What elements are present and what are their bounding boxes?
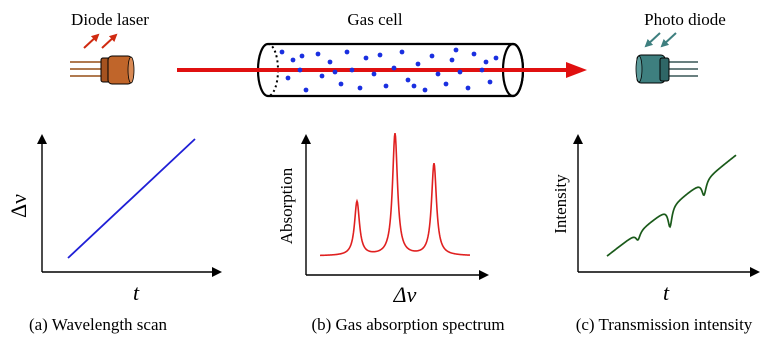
molecule-dot — [349, 67, 355, 73]
intensity-curve — [606, 154, 737, 257]
x-axis-label: t — [663, 280, 670, 305]
molecule-dot — [411, 83, 417, 89]
caption: (c) Transmission intensity — [576, 315, 753, 334]
molecule-dot — [319, 73, 325, 79]
photo-diode-icon — [635, 54, 698, 84]
molecule-dot — [279, 49, 285, 55]
molecule-dot — [399, 49, 405, 55]
molecule-dot — [457, 69, 463, 75]
emission-arrows-icon — [83, 33, 118, 49]
panel-wavelength-scan: t Δν (a) Wavelength scan — [6, 134, 222, 334]
molecule-dot — [405, 77, 411, 83]
molecule-dot — [415, 61, 421, 67]
molecule-dot — [483, 59, 489, 65]
molecule-dot — [493, 55, 499, 61]
molecule-dot — [377, 52, 383, 58]
molecule-dot — [315, 51, 321, 57]
molecule-dot — [285, 75, 291, 81]
caption: (a) Wavelength scan — [29, 315, 168, 334]
molecule-dot — [303, 87, 309, 93]
x-axis-label: t — [133, 280, 140, 305]
y-axis-label: Δν — [6, 194, 31, 218]
y-axis-label: Absorption — [277, 167, 296, 244]
x-axis-label: Δν — [393, 282, 417, 307]
panel-transmission-intensity: t Intensity (c) Transmission intensity — [551, 134, 760, 334]
caption: (b) Gas absorption spectrum — [311, 315, 504, 334]
molecule-dot — [429, 53, 435, 59]
molecule-dot — [290, 57, 296, 63]
molecule-dot — [332, 69, 338, 75]
molecule-dot — [391, 65, 397, 71]
molecule-dot — [471, 51, 477, 57]
molecule-dot — [479, 67, 485, 73]
diode-laser-icon — [70, 55, 135, 85]
molecule-dot — [357, 85, 363, 91]
panel-absorption-spectrum: Δν Absorption (b) Gas absorption spectru… — [277, 133, 505, 334]
scan-line — [67, 138, 196, 259]
molecule-dot — [449, 57, 455, 63]
molecule-dot — [422, 87, 428, 93]
y-axis-label: Intensity — [551, 174, 570, 234]
molecule-dot — [371, 71, 377, 77]
molecule-dot — [338, 81, 344, 87]
molecule-dot — [344, 49, 350, 55]
molecule-dot — [383, 83, 389, 89]
absorption-curve — [319, 133, 471, 257]
cell-label: Gas cell — [347, 10, 403, 29]
molecule-dot — [435, 71, 441, 77]
laser-label: Diode laser — [71, 10, 149, 29]
molecule-dot — [363, 55, 369, 61]
molecule-dot — [299, 53, 305, 59]
laser-beam — [177, 62, 587, 78]
gas-molecules — [279, 47, 499, 93]
molecule-dot — [487, 79, 493, 85]
molecule-dot — [443, 81, 449, 87]
detector-label: Photo diode — [644, 10, 726, 29]
incoming-light-arrows-icon — [644, 32, 677, 48]
molecule-dot — [327, 59, 333, 65]
molecule-dot — [465, 85, 471, 91]
molecule-dot — [297, 67, 303, 73]
molecule-dot — [453, 47, 459, 53]
